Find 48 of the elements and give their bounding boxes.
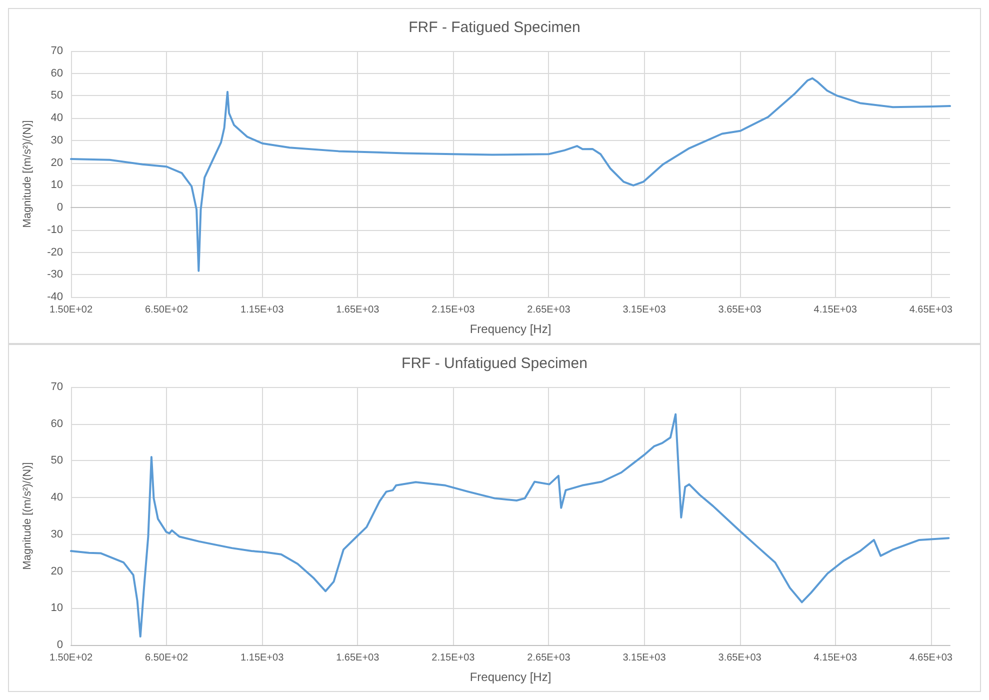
y-tick-label: 20 <box>50 565 63 578</box>
x-tick-label: 1.50E+02 <box>49 652 93 664</box>
y-tick-label: -40 <box>47 291 63 303</box>
x-tick-label: 3.15E+03 <box>622 304 666 316</box>
x-axis-title: Frequency [Hz] <box>470 322 552 336</box>
x-tick-label: 3.65E+03 <box>718 652 762 664</box>
x-tick-label: 2.65E+03 <box>527 652 571 664</box>
x-tick-label: 1.65E+03 <box>336 304 380 316</box>
y-tick-label: 0 <box>56 639 63 651</box>
x-tick-label: 4.65E+03 <box>909 304 953 316</box>
x-tick-label: 4.15E+03 <box>814 304 858 316</box>
y-tick-label: 30 <box>50 528 63 540</box>
x-tick-label: 1.15E+03 <box>240 652 284 664</box>
y-tick-label: -10 <box>47 224 63 236</box>
x-tick-label: 2.15E+03 <box>432 652 476 664</box>
y-tick-label: 60 <box>50 418 63 430</box>
y-tick-label: 10 <box>50 602 63 614</box>
y-tick-label: 60 <box>50 67 63 80</box>
y-tick-label: 0 <box>56 202 63 214</box>
x-tick-label: 1.15E+03 <box>240 304 284 316</box>
y-axis-title: Magnitude [(m/s²)/(N)] <box>22 462 34 570</box>
x-tick-label: 2.65E+03 <box>527 304 571 316</box>
y-tick-label: 50 <box>50 90 63 102</box>
x-tick-label: 3.65E+03 <box>718 304 762 316</box>
x-tick-label: 2.15E+03 <box>432 304 476 316</box>
line-series <box>70 413 950 638</box>
x-tick-label: 6.50E+02 <box>144 652 189 664</box>
x-tick-label: 1.65E+03 <box>336 652 380 664</box>
y-tick-label: 10 <box>50 179 63 192</box>
chart-title: FRF - Fatigued Specimen <box>408 19 580 36</box>
y-tick-label: -20 <box>47 246 63 258</box>
y-tick-label: 70 <box>50 381 63 393</box>
y-tick-label: -30 <box>47 268 63 281</box>
x-tick-label: 3.15E+03 <box>622 652 666 664</box>
y-tick-label: 40 <box>50 492 63 504</box>
x-axis-title: Frequency [Hz] <box>470 670 552 684</box>
y-tick-label: 20 <box>50 156 63 169</box>
x-tick-label: 4.15E+03 <box>814 652 858 664</box>
x-tick-label: 1.50E+02 <box>49 304 93 316</box>
x-tick-label: 6.50E+02 <box>144 304 189 316</box>
x-tick-label: 4.65E+03 <box>909 652 953 664</box>
line-series <box>70 77 951 272</box>
y-axis-title: Magnitude [(m/s²)/(N)] <box>22 120 34 228</box>
y-tick-label: 50 <box>50 454 63 467</box>
y-tick-label: 70 <box>50 45 63 57</box>
y-tick-label: 30 <box>50 134 63 146</box>
chart-title: FRF - Unfatigued Specimen <box>402 355 588 372</box>
y-tick-label: 40 <box>50 112 63 124</box>
